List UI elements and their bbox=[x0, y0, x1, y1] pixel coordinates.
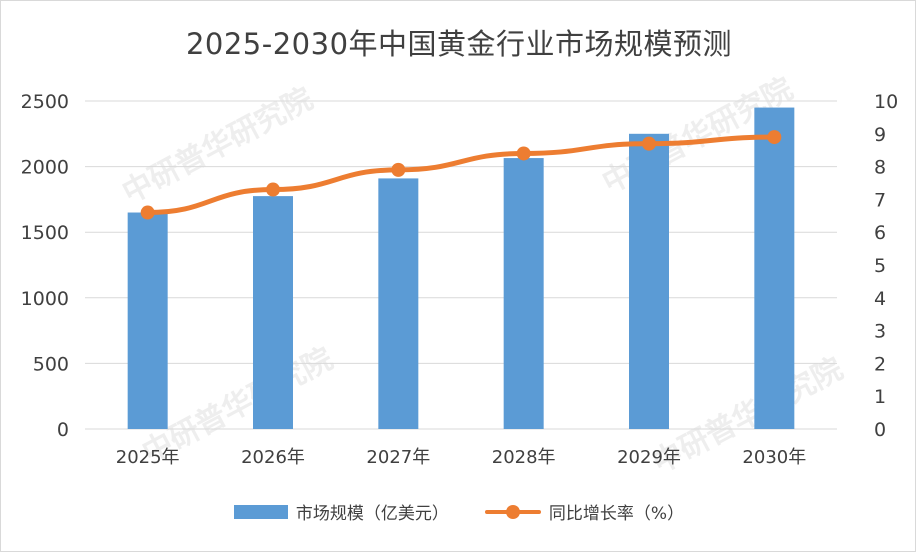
chart-title: 2025-2030年中国黄金行业市场规模预测 bbox=[185, 27, 733, 61]
y-right-tick-label: 5 bbox=[874, 255, 886, 277]
line-point bbox=[516, 146, 531, 161]
y-right-tick-label: 0 bbox=[874, 419, 886, 441]
bar bbox=[127, 212, 168, 429]
y-right-tick-label: 2 bbox=[874, 353, 886, 375]
line-point bbox=[140, 205, 155, 220]
y-left-tick-label: 500 bbox=[33, 353, 69, 375]
line-point bbox=[266, 182, 280, 197]
bar bbox=[378, 178, 419, 429]
y-right-tick-label: 10 bbox=[874, 91, 898, 113]
line-point bbox=[391, 162, 406, 177]
x-tick-label: 2027年 bbox=[366, 447, 430, 468]
y-right-tick-label: 6 bbox=[874, 222, 886, 244]
x-tick-label: 2025年 bbox=[116, 447, 180, 468]
legend-item-bar: 市场规模（亿美元） bbox=[233, 499, 449, 524]
bar bbox=[629, 133, 669, 430]
legend-bar-swatch bbox=[233, 504, 288, 519]
y-right-tick-label: 4 bbox=[874, 288, 886, 310]
x-tick-label: 2026年 bbox=[241, 447, 305, 468]
y-left-tick-label: 2500 bbox=[21, 91, 69, 113]
bar bbox=[503, 158, 544, 429]
y-left-tick-label: 1000 bbox=[21, 288, 69, 310]
x-tick-label: 2029年 bbox=[617, 447, 681, 468]
y-right-tick-label: 1 bbox=[874, 386, 886, 408]
legend-line-swatch bbox=[484, 504, 541, 519]
legend-bar-label: 市场规模（亿美元） bbox=[295, 504, 449, 524]
y-left-tick-label: 1500 bbox=[21, 222, 69, 244]
legend-item-line: 同比增长率（%） bbox=[484, 499, 685, 524]
line-point bbox=[642, 136, 656, 151]
y-right-tick-label: 9 bbox=[874, 124, 886, 146]
line-point bbox=[767, 130, 782, 145]
bar bbox=[253, 196, 293, 429]
y-right-tick-label: 3 bbox=[874, 321, 886, 343]
legend: 市场规模（亿美元） 同比增长率（%） bbox=[1, 499, 916, 524]
series-line-growth-rate bbox=[145, 134, 777, 216]
bar bbox=[754, 107, 795, 429]
y-left-tick-label: 0 bbox=[57, 419, 69, 441]
y-right-tick-label: 8 bbox=[874, 157, 886, 179]
x-tick-label: 2028年 bbox=[492, 447, 556, 468]
x-tick-label: 2030年 bbox=[742, 447, 806, 468]
legend-line-label: 同比增长率（%） bbox=[548, 504, 685, 524]
y-right-tick-label: 7 bbox=[874, 189, 886, 211]
y-left-tick-label: 2000 bbox=[21, 157, 69, 179]
